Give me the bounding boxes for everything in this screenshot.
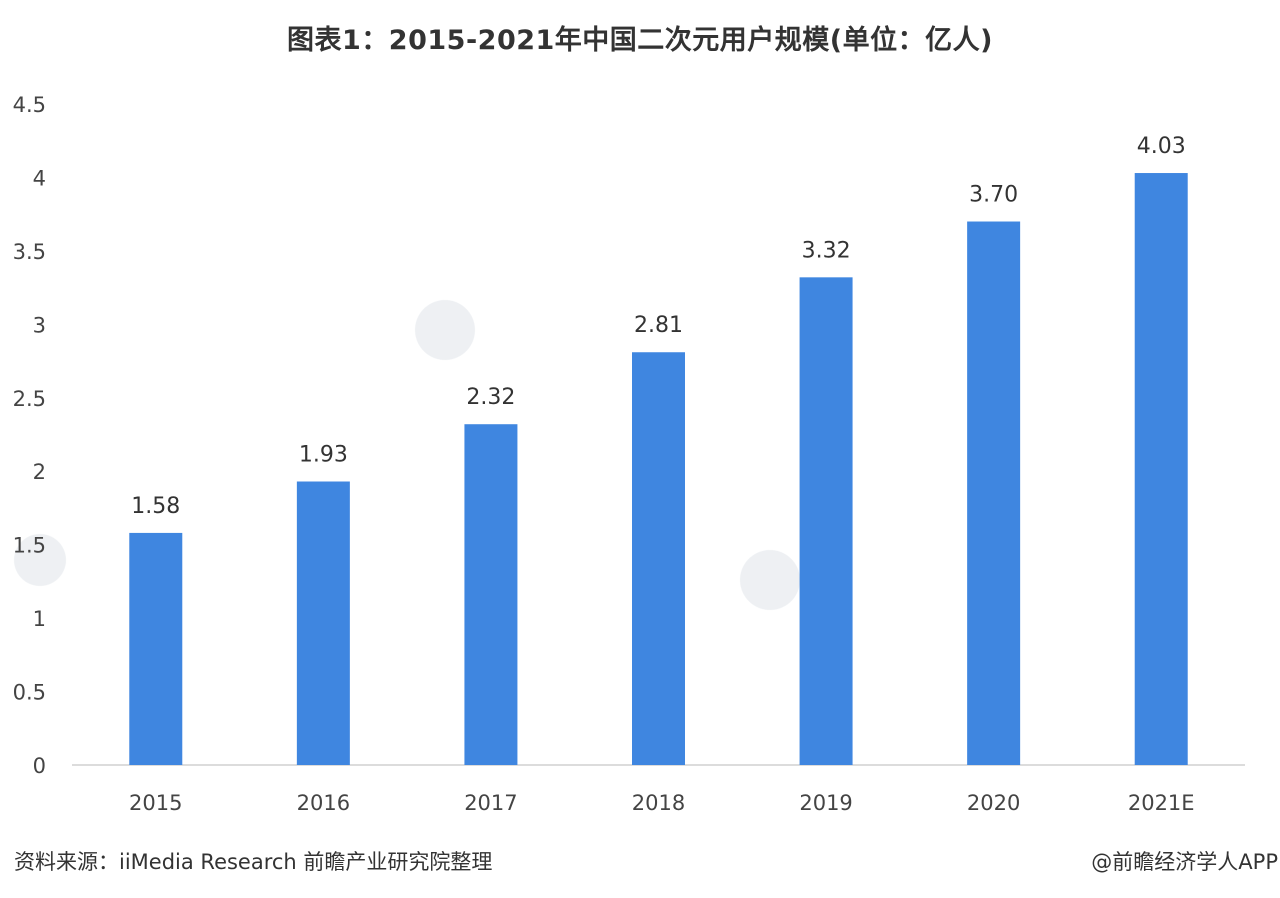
bar-2018[interactable] [632,352,685,765]
bar-2021E[interactable] [1134,173,1188,765]
y-tick-label: 1.5 [13,534,46,558]
y-tick-label: 0 [33,754,46,778]
source-note: 资料来源：iiMedia Research 前瞻产业研究院整理 [14,850,493,874]
data-label: 1.58 [131,494,180,519]
data-label: 2.81 [634,313,683,338]
bar-2016[interactable] [296,481,350,765]
x-tick-label: 2018 [632,791,685,815]
y-tick-label: 2 [33,460,46,484]
watermark-logo-icon [740,550,800,610]
x-tick-label: 2019 [799,791,852,815]
y-tick-label: 0.5 [13,681,46,705]
x-tick-label: 2017 [464,791,517,815]
data-label: 1.93 [299,443,348,468]
bar-2020[interactable] [967,221,1021,765]
y-tick-label: 1 [33,607,46,631]
watermark-logo-group [14,300,800,610]
data-label: 4.03 [1137,134,1186,159]
x-tick-label: 2021E [1128,791,1195,815]
y-tick-label: 4 [33,166,46,190]
bar-2019[interactable] [799,277,853,765]
watermark-logo-icon [415,300,475,360]
y-tick-label: 2.5 [13,387,46,411]
watermark-logo-icon [14,534,66,586]
y-tick-label: 4.5 [13,93,46,117]
x-tick-label: 2020 [967,791,1020,815]
credit-note: @前瞻经济学人APP [1091,850,1278,874]
data-label: 3.70 [969,183,1018,208]
bar-2017[interactable] [464,424,518,765]
bar-2015[interactable] [129,532,183,765]
y-tick-label: 3 [33,313,46,337]
data-label: 2.32 [466,385,515,410]
chart-title: 图表1：2015-2021年中国二次元用户规模(单位：亿人) [287,25,993,56]
x-tick-label: 2016 [297,791,350,815]
data-label: 3.32 [802,238,851,263]
x-tick-label: 2015 [129,791,182,815]
y-tick-label: 3.5 [13,240,46,264]
